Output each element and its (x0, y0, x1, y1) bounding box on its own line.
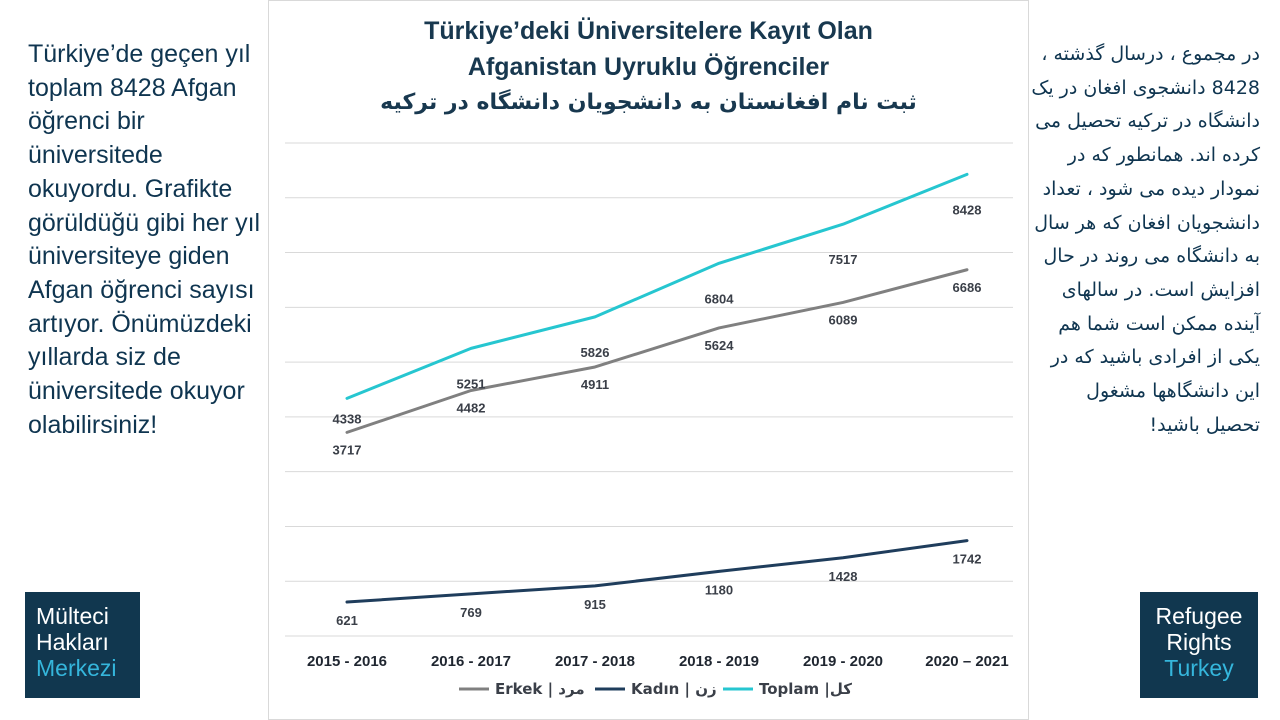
data-label-kadin: 1180 (705, 582, 733, 597)
series-line-toplam (345, 172, 969, 400)
chart-title: Türkiye’deki Üniversitelere Kayıt Olan A… (269, 13, 1028, 121)
data-label-toplam: 5826 (581, 345, 610, 360)
legend-label-erkek: Erkek | مرد (495, 680, 585, 699)
data-label-erkek: 5624 (705, 338, 735, 353)
x-tick-label: 2018 - 2019 (679, 653, 759, 670)
left-description-text: Türkiye’de geçen yıl toplam 8428 Afgan ö… (28, 40, 261, 439)
data-label-toplam: 5251 (457, 376, 486, 391)
line-chart: 2015 - 2016 2016 - 2017 2017 - 2018 2018 - … (285, 142, 1013, 699)
legend-label-toplam: Toplam |کل (759, 680, 852, 699)
series-line-erkek (345, 268, 969, 434)
logo-multeci-haklari-merkezi: Mülteci Hakları Merkezi (25, 592, 140, 698)
x-tick-label: 2015 - 2016 (307, 653, 387, 670)
data-label-toplam: 7517 (829, 252, 858, 267)
x-tick-label: 2016 - 2017 (431, 653, 511, 670)
data-label-kadin: 1428 (829, 569, 858, 584)
x-tick-label: 2020 – 2021 (925, 653, 1008, 670)
right-description-text: در مجموع ، درسال گذشته ، 8428 دانشجوی اف… (1031, 43, 1260, 436)
series-line-kadin (345, 539, 969, 604)
data-label-kadin: 621 (336, 613, 358, 628)
logo-left-line3: Merkezi (36, 655, 117, 681)
data-label-erkek: 3717 (333, 442, 362, 457)
data-label-toplam: 8428 (953, 202, 982, 217)
x-tick-label: 2017 - 2018 (555, 653, 635, 670)
chart-title-line3: ثبت نام افغانستان به دانشجویان دانشگاه د… (380, 90, 917, 115)
data-label-erkek: 6686 (953, 280, 982, 295)
data-label-kadin: 769 (460, 605, 482, 620)
x-tick-label: 2019 - 2020 (803, 653, 883, 670)
logo-left-line1: Mülteci (36, 603, 109, 629)
data-label-erkek: 4482 (457, 400, 486, 415)
chart-panel: Türkiye’deki Üniversitelere Kayıt Olan A… (268, 0, 1029, 720)
data-label-erkek: 6089 (829, 312, 858, 327)
logo-right-line3: Turkey (1164, 655, 1234, 681)
logo-right-line1: Refugee (1155, 603, 1243, 629)
chart-title-line1: Türkiye’deki Üniversitelere Kayıt Olan (424, 17, 873, 45)
legend-label-kadin: Kadın | زن (631, 680, 717, 699)
data-label-toplam: 6804 (705, 291, 735, 306)
chart-title-line2: Afganistan Uyruklu Öğrenciler (467, 53, 830, 81)
logo-refugee-rights-turkey: Refugee Rights Turkey (1140, 592, 1258, 698)
logo-right-line2: Rights (1166, 629, 1232, 655)
logo-left-line2: Hakları (36, 629, 109, 655)
data-label-toplam: 4338 (333, 411, 362, 426)
data-label-kadin: 1742 (953, 552, 982, 567)
data-label-kadin: 915 (584, 597, 606, 612)
data-label-erkek: 4911 (581, 377, 609, 392)
